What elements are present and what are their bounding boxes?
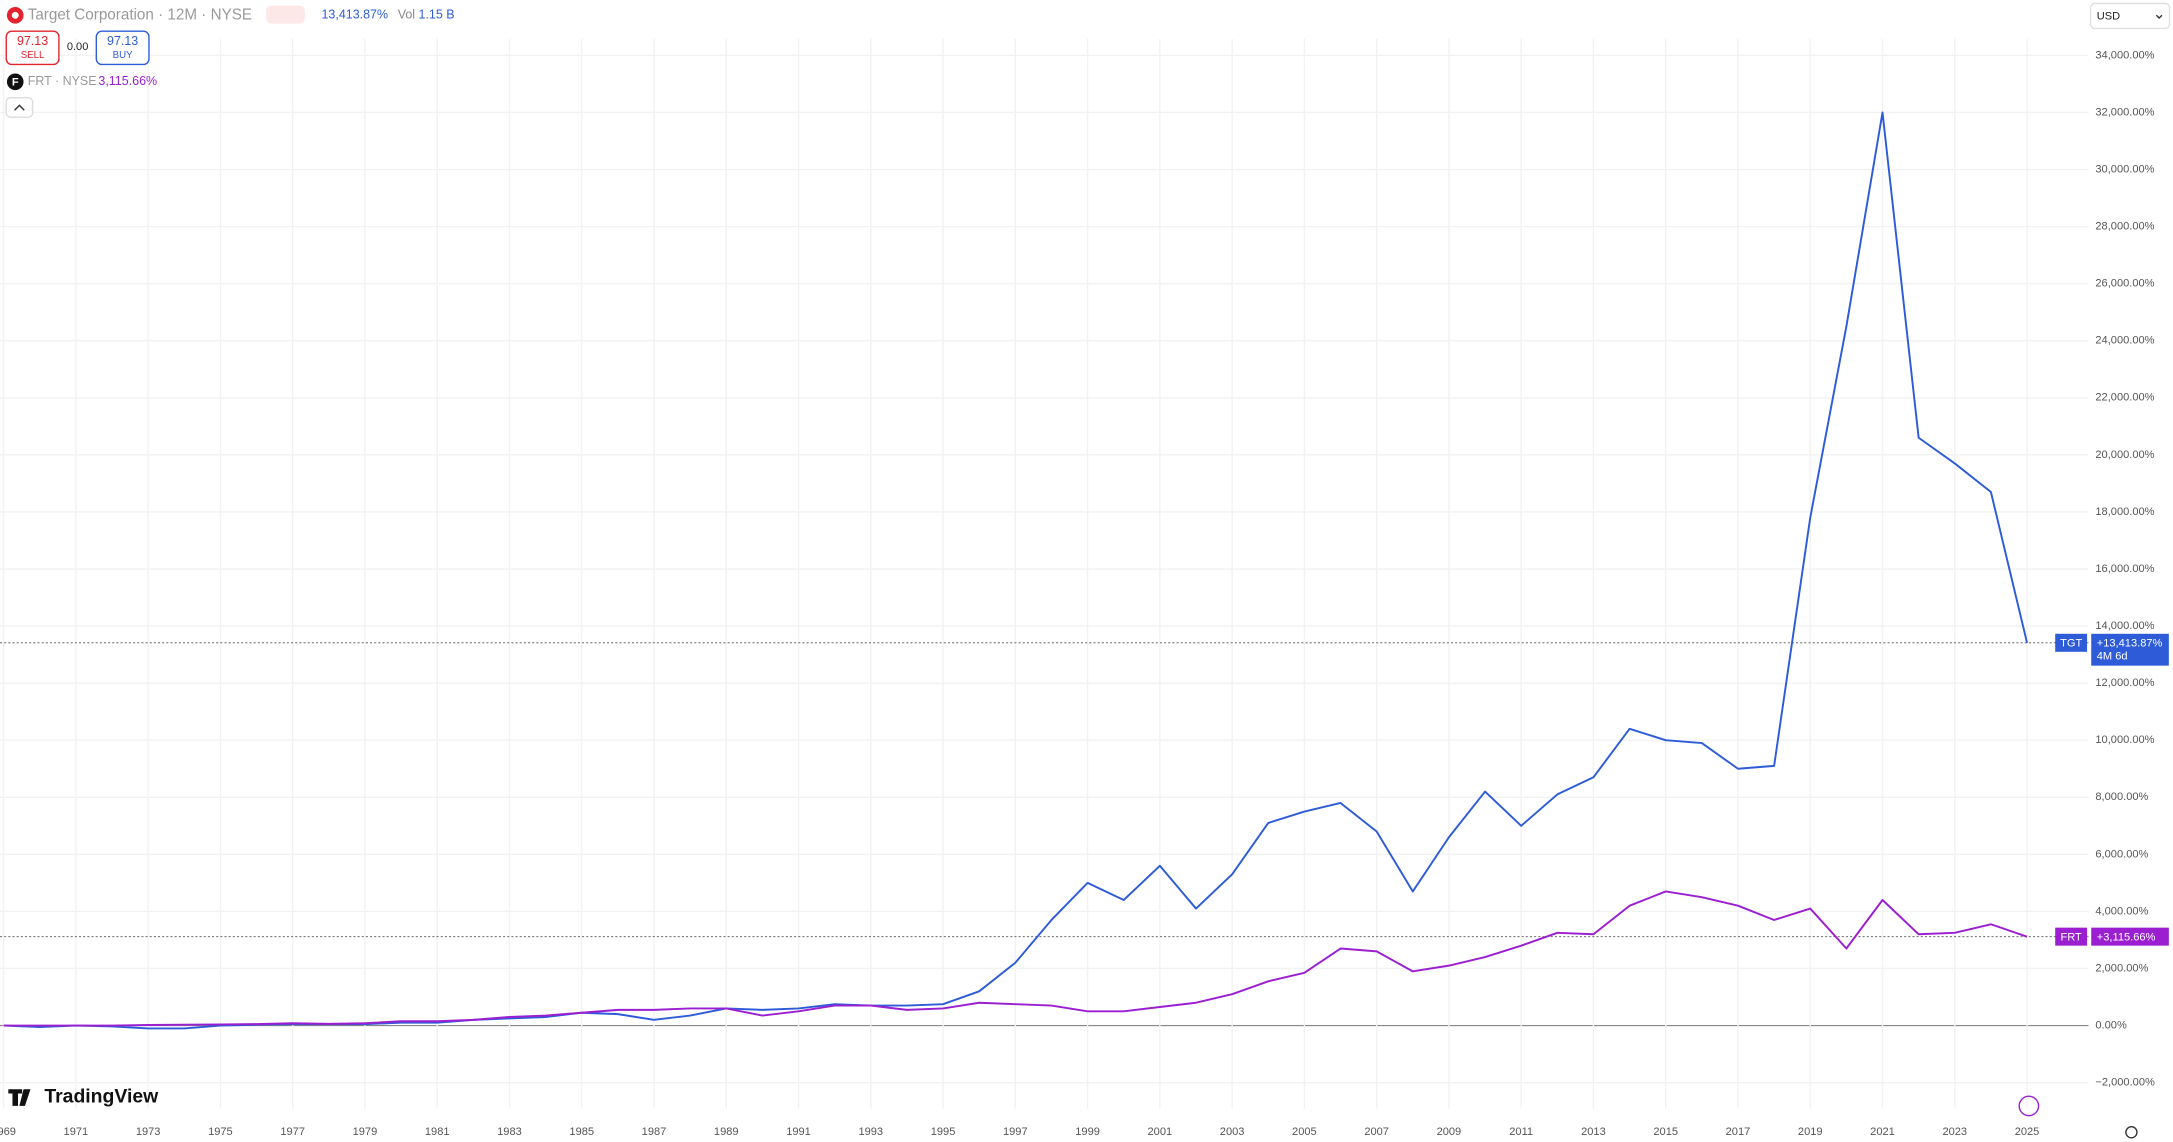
price-label: [2091, 633, 2169, 666]
x-tick-label: 1977: [280, 1126, 305, 1138]
y-tick-label: 14,000.00%: [2095, 620, 2154, 632]
x-tick-label: 2019: [1798, 1126, 1823, 1138]
x-tick-label: 2007: [1364, 1126, 1389, 1138]
buy-price: 97.13: [107, 34, 138, 48]
y-tick-label: 8,000.00%: [2095, 791, 2148, 803]
y-tick-label: 30,000.00%: [2095, 163, 2154, 175]
y-tick-label: 2,000.00%: [2095, 962, 2148, 974]
y-tick-label: 24,000.00%: [2095, 335, 2154, 347]
series-tag-label: FRT: [2060, 931, 2082, 943]
x-tick-label: 1969: [0, 1126, 16, 1138]
currency: USD: [2097, 11, 2120, 23]
y-tick-label: 6,000.00%: [2095, 848, 2148, 860]
x-tick-label: 2023: [1942, 1126, 1967, 1138]
compare-symbol[interactable]: FRT · NYSE: [28, 74, 97, 88]
y-tick-label: 10,000.00%: [2095, 734, 2154, 746]
y-tick-label: −2,000.00%: [2095, 1077, 2155, 1089]
price-label-text: +13,413.87%: [2097, 637, 2163, 649]
change: 13,413.87%: [322, 8, 389, 22]
x-tick-label: 2021: [1870, 1126, 1895, 1138]
y-tick-label: 28,000.00%: [2095, 221, 2154, 233]
x-tick-label: 1979: [353, 1126, 378, 1138]
marks-layer: [3, 111, 2028, 1030]
grid-layer: [0, 38, 2089, 1109]
y-tick-label: 18,000.00%: [2095, 506, 2154, 518]
x-tick-label: 2001: [1148, 1126, 1173, 1138]
price-label-text: +3,115.66%: [2097, 931, 2156, 943]
y-tick-label: 12,000.00%: [2095, 677, 2154, 689]
x-tick-label: 2015: [1653, 1126, 1678, 1138]
currency-dropdown[interactable]: [2089, 2, 2171, 30]
x-tick-label: 1975: [208, 1126, 233, 1138]
symbol[interactable]: Target Corporation · 12M · NYSE: [28, 6, 252, 23]
x-tick-label: 1989: [714, 1126, 739, 1138]
x-tick-label: 2013: [1581, 1126, 1606, 1138]
x-tick-label: 1985: [569, 1126, 594, 1138]
buy-button[interactable]: [95, 30, 150, 66]
y-tick-label: 20,000.00%: [2095, 449, 2154, 461]
sell-price: 97.13: [17, 34, 48, 48]
collapse-icon: [14, 104, 25, 111]
buy-label: BUY: [113, 50, 133, 61]
compare-change: 3,115.66%: [98, 74, 157, 88]
y-tick-label: 22,000.00%: [2095, 392, 2154, 404]
x-tick-label: 1983: [497, 1126, 522, 1138]
lightning-button[interactable]: [2018, 1095, 2040, 1117]
x-tick-label: 1991: [786, 1126, 811, 1138]
vol: 1.15 B: [419, 8, 455, 22]
x-tick-label: 2003: [1220, 1126, 1245, 1138]
x-tick-label: 1997: [1003, 1126, 1028, 1138]
y-tick-label: 4,000.00%: [2095, 905, 2148, 917]
settings-button[interactable]: [2125, 1126, 2138, 1139]
series-tag-label: TGT: [2060, 637, 2082, 649]
series-tag: [2055, 633, 2088, 652]
x-tick-label: 1981: [425, 1126, 450, 1138]
dropdown-caret: [2155, 14, 2163, 20]
series-tag: [2055, 927, 2088, 946]
y-tick-label: 32,000.00%: [2095, 106, 2154, 118]
y-tick-label: 34,000.00%: [2095, 49, 2154, 61]
compare-icon: [6, 73, 24, 91]
brand-logo: [8, 1089, 31, 1106]
price-label: [2091, 927, 2169, 946]
x-tick-label: 2011: [1509, 1126, 1533, 1138]
y-tick-label: 0.00%: [2095, 1019, 2127, 1031]
symbol-icon-dot: [11, 11, 19, 19]
countdown: 4M 6d: [2097, 651, 2128, 663]
vol-label: Vol: [398, 8, 415, 22]
status-chip[interactable]: [266, 5, 305, 24]
x-tick-label: 1999: [1075, 1126, 1100, 1138]
x-tick-label: 2009: [1437, 1126, 1462, 1138]
sell-label: SELL: [21, 50, 45, 61]
sell-button[interactable]: [5, 30, 60, 66]
x-tick-label: 1993: [858, 1126, 883, 1138]
brand[interactable]: TradingView: [44, 1086, 159, 1108]
x-tick-label: 2017: [1726, 1126, 1751, 1138]
compare-icon-letter: F: [12, 76, 19, 88]
x-tick-label: 1971: [64, 1126, 89, 1138]
x-tick-label: 1973: [136, 1126, 161, 1138]
x-tick-label: 1995: [931, 1126, 956, 1138]
collapse-button[interactable]: [5, 97, 34, 118]
spread: 0.00: [67, 41, 89, 53]
x-tick-label: 2025: [2015, 1126, 2040, 1138]
x-tick-label: 2005: [1292, 1126, 1317, 1138]
x-tick-label: 1987: [642, 1126, 667, 1138]
y-tick-label: 16,000.00%: [2095, 563, 2154, 575]
series-line: [3, 890, 2028, 1027]
y-tick-label: 26,000.00%: [2095, 278, 2154, 290]
